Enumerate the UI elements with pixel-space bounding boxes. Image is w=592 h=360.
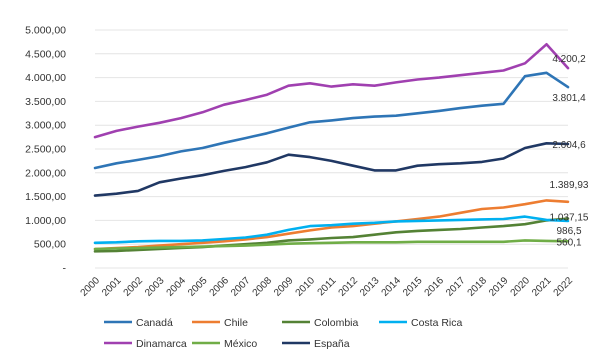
x-tick-label: 2003 [143, 275, 167, 299]
x-tick-label: 2002 [122, 275, 146, 299]
legend-label: España [314, 338, 350, 350]
series-line-5 [93, 239, 570, 251]
y-tick-label: 3.000,00 [25, 120, 66, 132]
legend: Canadá Chile Colombia Costa Rica Dinamarca Mé… [104, 317, 463, 350]
x-tick-label: 2018 [466, 275, 490, 299]
series-line-6 [93, 142, 570, 197]
x-tick-label: 2013 [358, 275, 382, 299]
x-tick-label: 2019 [487, 275, 511, 299]
y-tick-label: - [63, 263, 67, 275]
legend-label: Dinamarca [136, 338, 187, 350]
end-value-label: 2.604,6 [552, 140, 586, 151]
y-tick-label: 4.500,00 [25, 48, 66, 60]
y-tick-label: 1.500,00 [25, 191, 66, 203]
legend-label: Costa Rica [411, 317, 463, 329]
legend-label: Canadá [136, 317, 173, 329]
legend-label: Colombia [314, 317, 359, 329]
y-tick-label: 1.000,00 [25, 215, 66, 227]
end-value-label: 1.037,15 [550, 213, 589, 224]
gridlines [95, 29, 568, 269]
x-tick-label: 2017 [444, 275, 468, 299]
x-tick-label: 2009 [272, 275, 296, 299]
x-tick-label: 2015 [401, 275, 425, 299]
y-tick-label: 3.500,00 [25, 96, 66, 108]
x-tick-label: 2011 [316, 275, 339, 298]
x-tick-label: 2007 [229, 275, 253, 299]
series-line-0 [93, 71, 570, 170]
x-tick-label: 2022 [552, 275, 576, 299]
series-line-1 [93, 199, 570, 251]
x-tick-label: 2021 [530, 275, 554, 299]
y-tick-label: 2.500,00 [25, 144, 66, 156]
end-value-label: 4.200,2 [552, 54, 586, 65]
legend-label: Chile [224, 317, 248, 329]
x-tick-label: 2006 [208, 275, 232, 299]
series-line-4 [93, 42, 570, 139]
end-value-label: 3.801,4 [552, 93, 586, 104]
series-lines [93, 42, 570, 253]
x-tick-label: 2016 [423, 275, 447, 299]
end-value-labels: 3.801,4 1.389,93 1.037,15 986,5 4.200,2 560,1… [550, 54, 589, 248]
x-tick-label: 2008 [251, 275, 275, 299]
y-tick-label: 2.000,00 [25, 167, 66, 179]
series-line-3 [93, 215, 570, 245]
x-tick-label: 2010 [294, 275, 318, 299]
legend-label: México [224, 338, 257, 350]
x-tick-label: 2014 [380, 275, 404, 299]
y-tick-label: 5.000,00 [25, 25, 66, 37]
x-tick-label: 2004 [165, 275, 189, 299]
x-tick-label: 2012 [337, 275, 361, 299]
end-value-label: 986,5 [556, 226, 581, 237]
y-tick-label: 4.000,00 [25, 72, 66, 84]
end-value-label: 1.389,93 [550, 180, 589, 191]
end-value-label: 560,1 [556, 237, 581, 248]
x-axis-ticks: 2000200120022003200420052006200720082009… [79, 275, 576, 299]
y-axis-ticks: - 500,00 1.000,00 1.500,00 2.000,00 2.500,00 3… [25, 25, 66, 275]
x-tick-label: 2005 [186, 275, 210, 299]
x-tick-label: 2020 [509, 275, 533, 299]
y-tick-label: 500,00 [34, 239, 66, 251]
x-tick-label: 2000 [79, 275, 103, 299]
x-tick-label: 2001 [100, 275, 124, 299]
